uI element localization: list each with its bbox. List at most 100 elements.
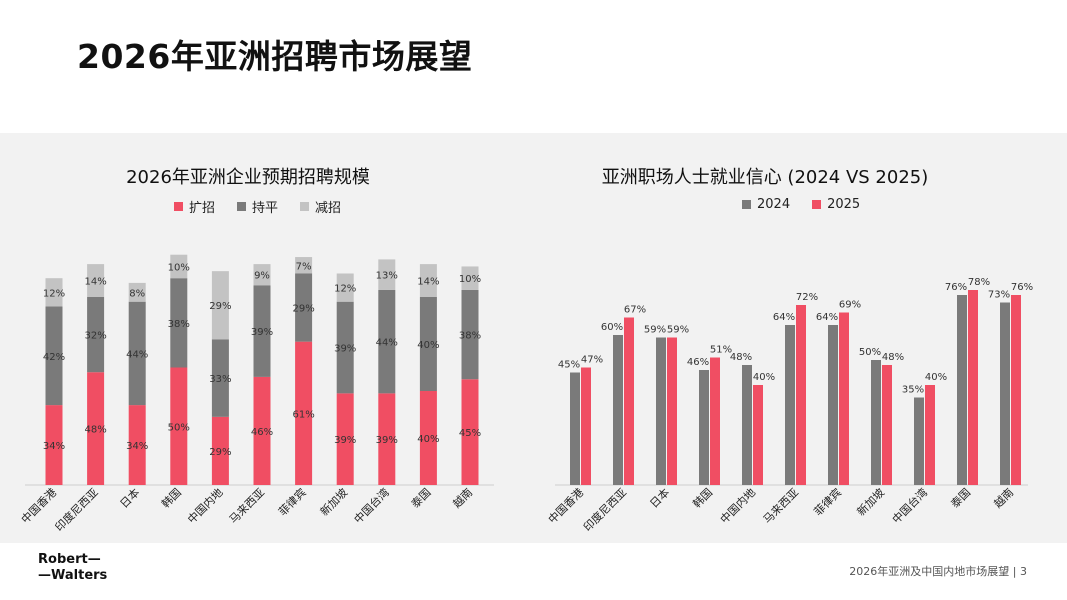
stacked-bar-reduce-2 [128,282,146,302]
grouped-bar-2024-5 [785,325,795,485]
stacked-bar-flat-1 [87,297,105,373]
stacked-label-expand-6: 61% [292,409,314,420]
stacked-bar-flat-10 [461,289,479,380]
grouped-bar-2025-3 [710,357,720,485]
stacked-label-expand-5: 46% [251,427,273,438]
grouped-label-2024-0: 45% [558,360,580,371]
stacked-label-reduce-10: 10% [459,274,481,285]
stacked-bar-flat-3 [170,278,188,368]
grouped-label-2025-2: 59% [667,325,689,336]
stacked-label-reduce-1: 14% [84,277,106,288]
stacked-label-reduce-4: 29% [209,301,231,312]
stacked-label-reduce-0: 12% [43,288,65,299]
grouped-label-2025-8: 40% [925,372,947,383]
stacked-label-flat-5: 39% [251,327,273,338]
grouped-tick-9: 泰国 [948,485,973,510]
grouped-label-2024-6: 64% [816,312,838,323]
stacked-bar-expand-8 [378,393,396,485]
stacked-bar-flat-6 [295,273,313,342]
legend-item-2025: 2025 [812,197,860,212]
legend-label-2025: 2025 [827,197,861,212]
grouped-bar-2024-2 [656,337,666,485]
stacked-bar-expand-4 [211,416,229,485]
stacked-bar-expand-3 [170,367,188,485]
grouped-bar-2025-7 [882,365,892,485]
grouped-tick-3: 韩国 [690,485,715,510]
footer-separator: | [1012,565,1020,578]
grouped-label-2024-3: 46% [687,357,709,368]
charts-panel: 2026年亚洲企业预期招聘规模 扩招 持平 减招 亚洲职场人士就业信心 (202… [0,133,1067,543]
grouped-bar-2025-0 [581,367,591,485]
legend-item-2024: 2024 [742,197,790,212]
stacked-bar-flat-8 [378,289,396,394]
grouped-label-2024-1: 60% [601,322,623,333]
stacked-bar-reduce-9 [419,264,437,297]
grouped-label-2025-7: 48% [882,352,904,363]
grouped-label-2025-4: 40% [753,372,775,383]
stacked-label-expand-1: 48% [84,425,106,436]
stacked-bar-reduce-5 [253,264,271,286]
grouped-bar-2024-6 [828,325,838,485]
grouped-label-2025-9: 78% [968,277,990,288]
grouped-tick-5: 马来西亚 [761,486,801,526]
grouped-label-2024-5: 64% [773,312,795,323]
grouped-bar-2024-3 [699,370,709,485]
logo-line-1: Robert— [38,552,101,567]
stacked-label-reduce-7: 12% [334,284,356,295]
footer-text: 2026年亚洲及中国内地市场展望 [849,565,1010,578]
legend-label-reduce: 减招 [315,201,342,216]
stacked-bar-reduce-3 [170,254,188,279]
stacked-label-flat-2: 44% [126,349,148,360]
grouped-bar-chart: 45% 47% 中国香港 60%67% 印度尼西亚 59% 59% 日本 46%51% 韩国 48%… [546,277,1033,534]
grouped-label-2025-10: 76% [1011,282,1033,293]
stacked-label-flat-6: 29% [292,304,314,315]
stacked-label-flat-9: 40% [417,340,439,351]
stacked-bar-reduce-6 [295,257,313,274]
left-chart-title: 2026年亚洲企业预期招聘规模 [126,167,370,188]
grouped-bar-2024-10 [1000,302,1010,485]
stacked-bar-expand-1 [87,372,105,485]
stacked-label-expand-3: 50% [168,422,190,433]
grouped-tick-0: 中国香港 [546,486,586,526]
stacked-label-flat-8: 44% [376,338,398,349]
grouped-tick-2: 日本 [647,485,672,510]
stacked-label-reduce-3: 10% [168,262,190,273]
stacked-label-flat-3: 38% [168,319,190,330]
grouped-label-2024-4: 48% [730,352,752,363]
stacked-bar-chart: 34%42%12%中国香港48%32%14%印度尼西亚34%44%8%日本50%… [19,254,494,534]
grouped-bar-2024-7 [871,360,881,485]
stacked-label-expand-7: 39% [334,435,356,446]
left-chart-legend: 扩招 持平 减招 [174,197,341,216]
stacked-bar-reduce-8 [378,259,396,290]
footer: 2026年亚洲及中国内地市场展望 | 3 [849,563,1027,579]
legend-label-2024: 2024 [757,197,791,212]
page-title: 2026年亚洲招聘市场展望 [77,37,473,76]
grouped-label-2024-2: 59% [644,325,666,336]
stacked-bar-expand-6 [295,341,313,485]
stacked-bar-reduce-10 [461,266,479,290]
stacked-label-expand-10: 45% [459,428,481,439]
grouped-bar-2025-4 [753,385,763,485]
legend-swatch-2024 [742,200,751,209]
stacked-label-expand-2: 34% [126,441,148,452]
grouped-bar-2024-8 [914,397,924,485]
stacked-bar-flat-2 [128,301,146,406]
grouped-label-2024-8: 35% [902,385,924,396]
stacked-label-flat-1: 32% [84,331,106,342]
stacked-bar-reduce-7 [336,273,354,302]
stacked-bar-flat-5 [253,285,271,377]
legend-swatch-flat [237,202,247,211]
grouped-bar-2025-2 [667,337,677,485]
right-chart-title: 亚洲职场人士就业信心 (2024 VS 2025) [601,167,929,188]
stacked-label-expand-8: 39% [376,435,398,446]
grouped-label-2024-9: 76% [945,282,967,293]
stacked-bar-flat-9 [419,297,437,391]
grouped-label-2024-10: 73% [988,290,1010,301]
legend-item-reduce: 减招 [300,197,341,216]
legend-swatch-2025 [812,200,822,209]
grouped-tick-4: 中国内地 [717,485,758,526]
grouped-bar-2025-6 [839,312,849,485]
grouped-label-2025-6: 69% [839,300,861,311]
stacked-label-flat-10: 38% [459,331,481,342]
grouped-bar-2025-9 [968,290,978,485]
